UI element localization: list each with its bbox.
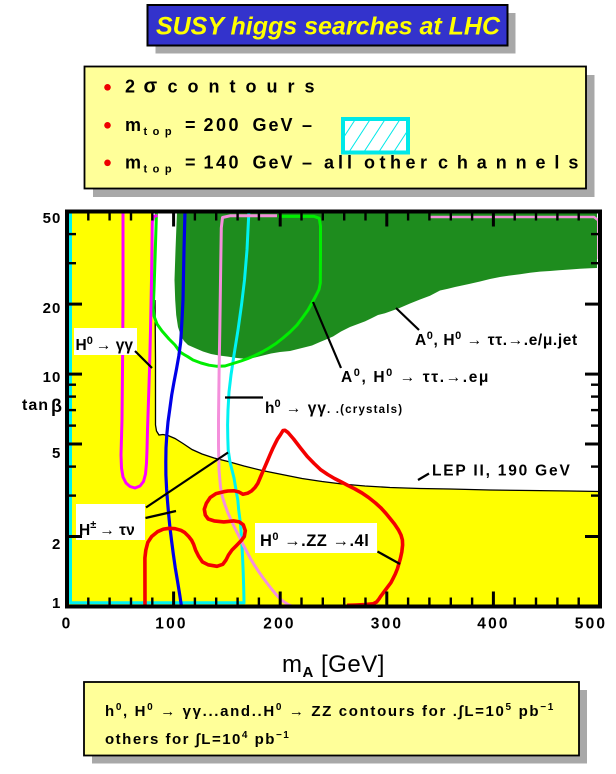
svg-text:200: 200: [263, 616, 295, 633]
svg-text:others for ∫L=104 pb−1: others for ∫L=104 pb−1: [105, 730, 290, 748]
svg-text:H0 → γγ: H0 → γγ: [76, 335, 134, 354]
svg-text:contours: contours: [168, 77, 325, 97]
svg-text:–: –: [302, 115, 312, 135]
svg-text:m: m: [125, 115, 141, 135]
svg-text:other: other: [364, 153, 432, 173]
svg-text:LEP II, 190 GeV: LEP II, 190 GeV: [432, 463, 572, 480]
svg-text:GeV: GeV: [253, 115, 295, 135]
svg-text:h0, H0 → γγ...and..H0 → ZZ co: h0, H0 → γγ...and..H0 → ZZ contours for …: [105, 702, 555, 720]
svg-text:σ: σ: [144, 76, 158, 98]
svg-text:channels: channels: [438, 153, 587, 173]
svg-text:top: top: [144, 126, 178, 138]
svg-text:20: 20: [43, 300, 62, 317]
svg-text:A0, H0 → ττ.→.eμ: A0, H0 → ττ.→.eμ: [341, 367, 490, 386]
svg-text:0: 0: [62, 616, 73, 633]
svg-text:1: 1: [52, 595, 61, 612]
svg-text:SUSY higgs searches at LHC: SUSY higgs searches at LHC: [156, 13, 501, 41]
svg-text:140: 140: [204, 153, 242, 173]
svg-text:=: =: [185, 115, 196, 135]
svg-text:m: m: [125, 153, 141, 173]
svg-text:5: 5: [52, 445, 61, 462]
svg-text:2: 2: [125, 77, 135, 97]
svg-text:2: 2: [52, 536, 61, 553]
svg-text:top: top: [144, 164, 178, 176]
svg-text:H0 →.ZZ →.4l: H0 →.ZZ →.4l: [260, 531, 369, 550]
svg-text:GeV: GeV: [253, 153, 295, 173]
svg-text:500: 500: [575, 616, 607, 633]
svg-text:β: β: [51, 396, 62, 416]
svg-text:100: 100: [155, 616, 187, 633]
svg-text:200: 200: [204, 115, 242, 135]
svg-text:mA [GeV]: mA [GeV]: [282, 651, 385, 681]
svg-text:300: 300: [371, 616, 403, 633]
svg-text:tan: tan: [22, 397, 49, 414]
svg-text:=: =: [185, 153, 196, 173]
svg-text:H± → τν: H± → τν: [79, 519, 135, 539]
svg-text:A0, H0 → ττ.→.e/μ.jet: A0, H0 → ττ.→.e/μ.jet: [415, 330, 578, 349]
svg-text:all: all: [324, 153, 356, 173]
svg-text:10: 10: [43, 369, 62, 386]
svg-text:50: 50: [43, 210, 62, 227]
svg-text:400: 400: [477, 616, 509, 633]
svg-text:–: –: [302, 153, 312, 173]
